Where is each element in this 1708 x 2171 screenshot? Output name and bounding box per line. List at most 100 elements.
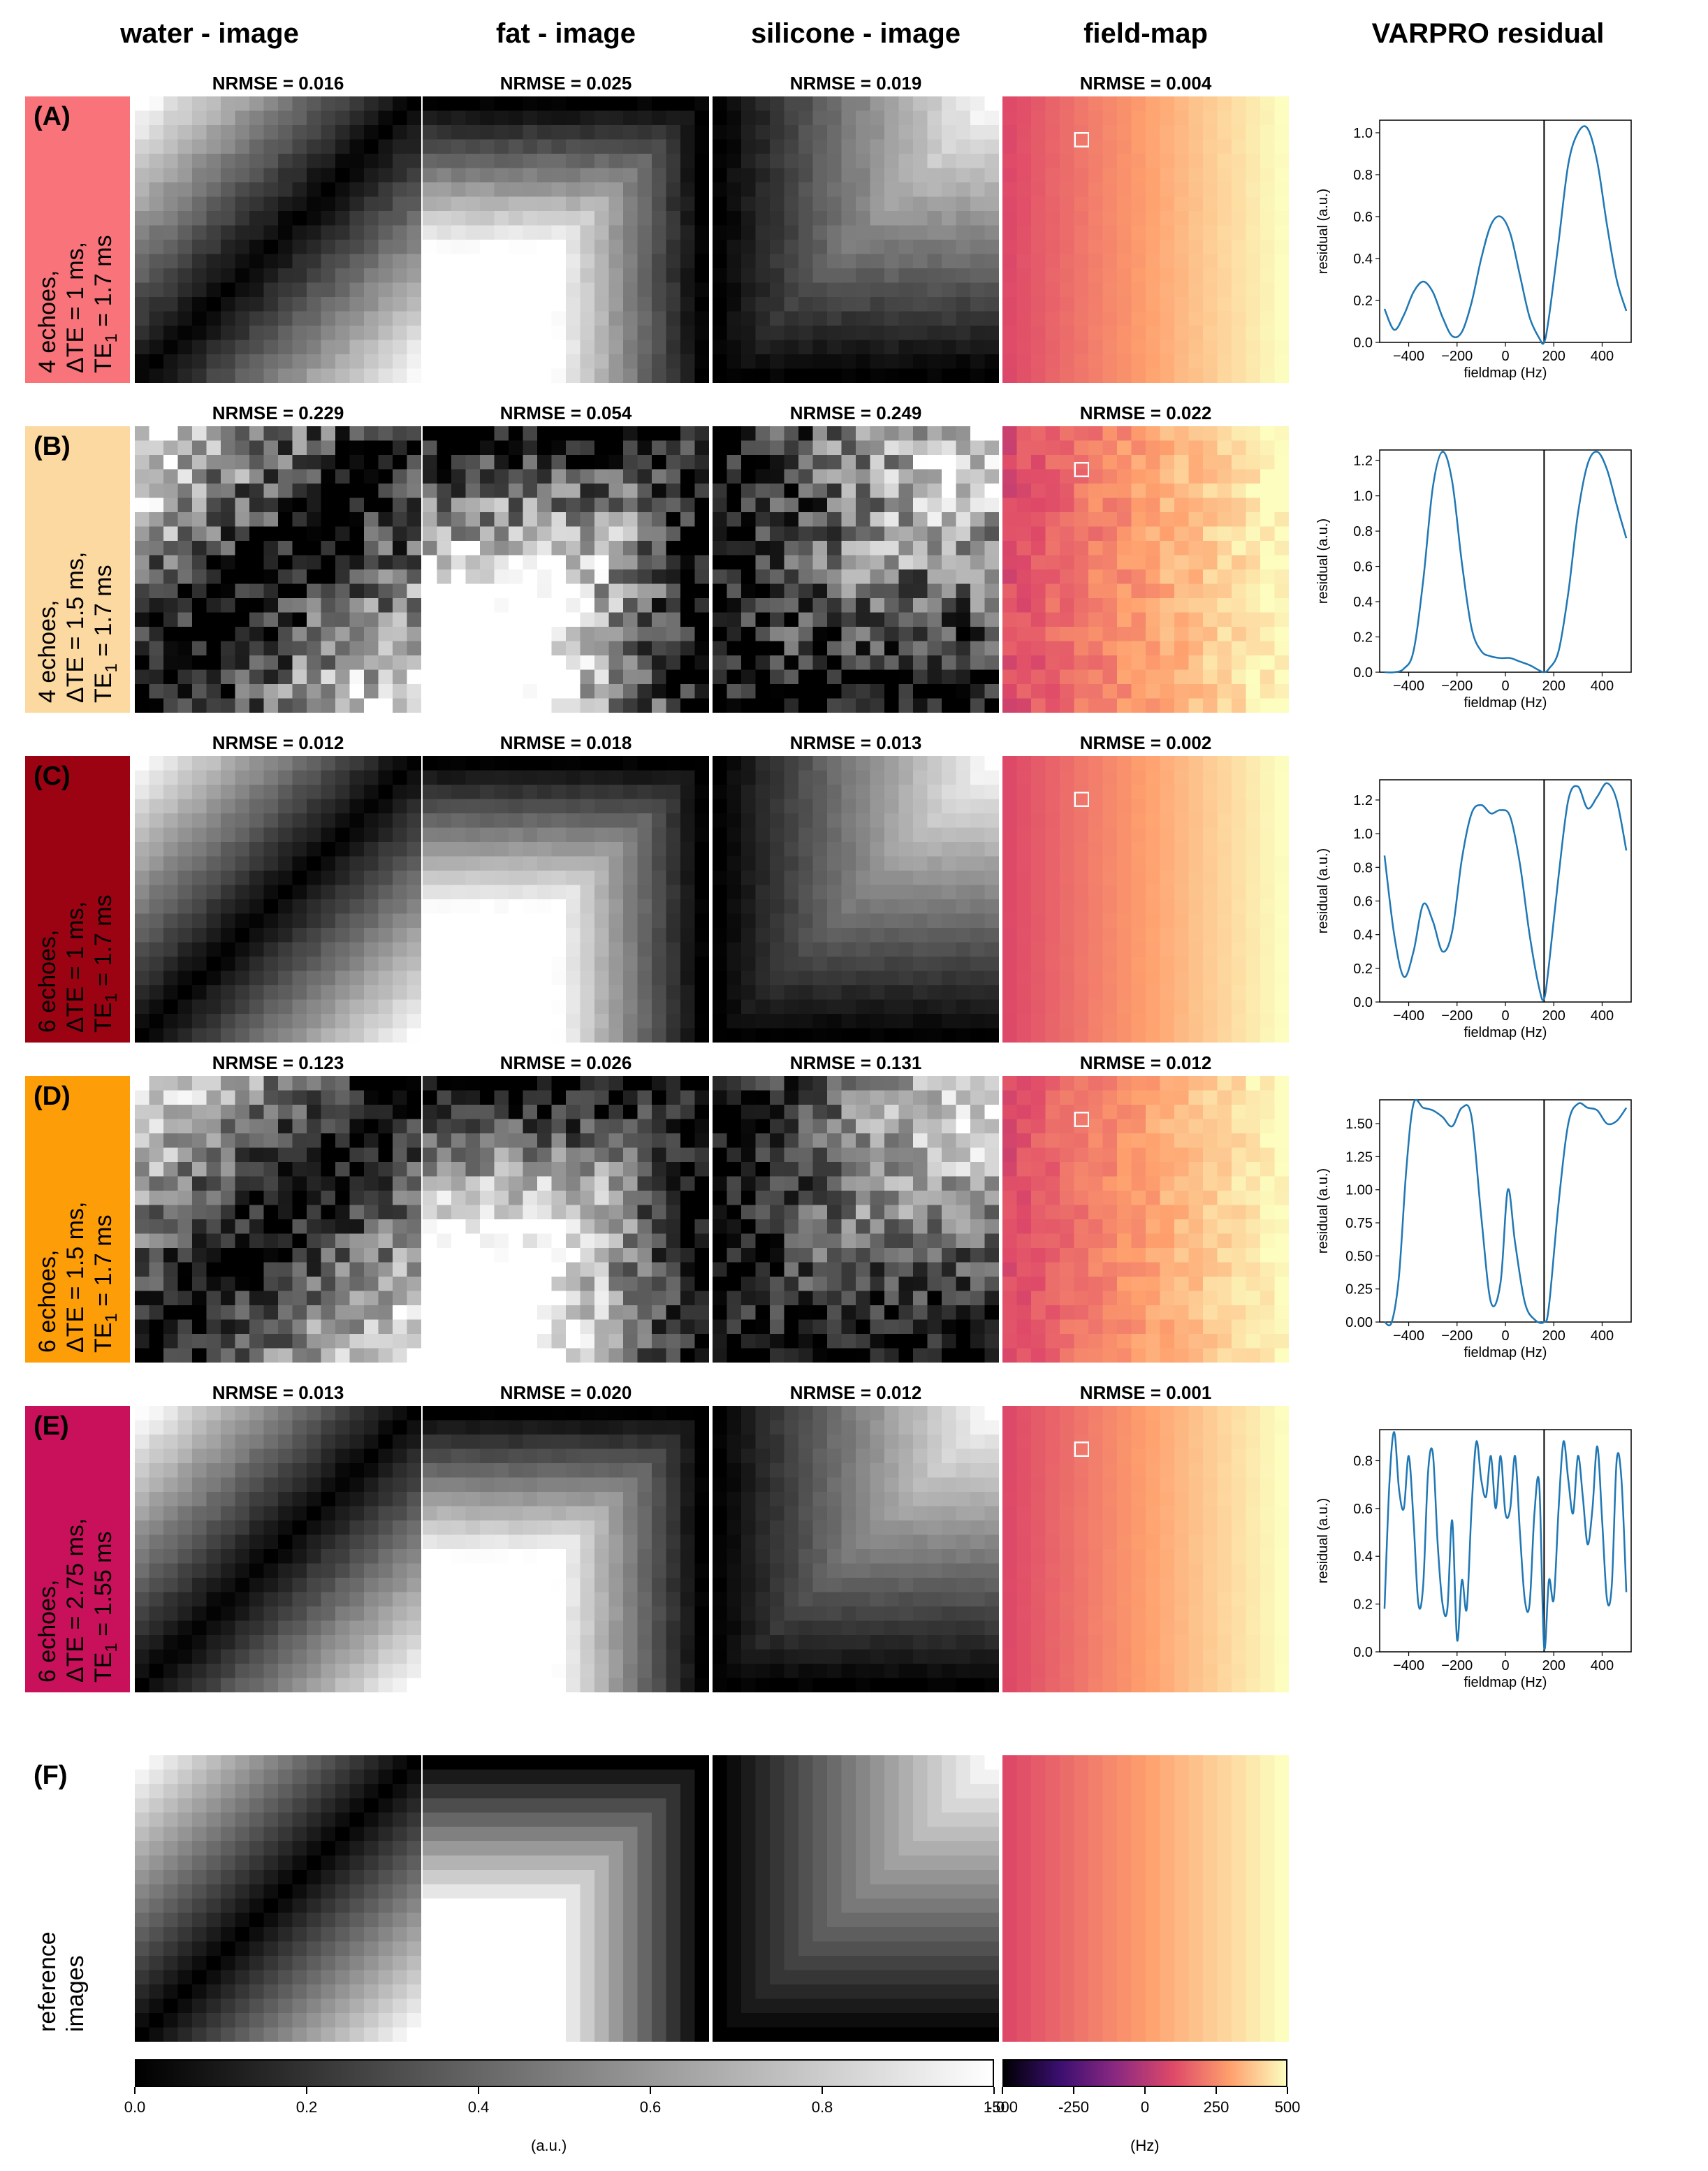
- row-e-nrmse-fat: NRMSE = 0.020: [499, 1382, 632, 1403]
- x-tick-label: −200: [1441, 678, 1473, 694]
- field-colorbar-tick: [1073, 2087, 1074, 2094]
- row-c-field-map: [1002, 756, 1289, 1043]
- row-e-nrmse-silicone: NRMSE = 0.012: [789, 1382, 922, 1403]
- x-tick-label: −400: [1393, 1328, 1424, 1344]
- grayscale-colorbar-tick-label: 0.6: [639, 2098, 662, 2116]
- y-tick-label: 0.4: [1353, 928, 1373, 943]
- row-c-letter: (C): [34, 762, 71, 791]
- y-tick-label: 0.50: [1345, 1249, 1373, 1264]
- row-a-nrmse-fieldmap: NRMSE = 0.004: [1079, 73, 1212, 94]
- x-tick-label: 400: [1591, 349, 1614, 364]
- y-tick-label: 1.2: [1353, 793, 1373, 808]
- row-e-fat-image: [423, 1406, 709, 1692]
- row-c-description-line: 6 echoes,: [34, 929, 61, 1033]
- y-tick-label: 0.8: [1353, 168, 1373, 183]
- x-tick-label: 200: [1542, 678, 1565, 694]
- row-a-field-map: [1002, 96, 1289, 383]
- row-c-silicone-image: [713, 756, 999, 1043]
- field-colorbar-tick-label: -500: [986, 2098, 1019, 2116]
- y-tick-label: 0.4: [1353, 252, 1373, 267]
- row-d-nrmse-fieldmap: NRMSE = 0.012: [1079, 1052, 1212, 1073]
- row-e-letter: (E): [34, 1411, 69, 1441]
- row-f-letter: (F): [34, 1761, 68, 1790]
- row-b-nrmse-water: NRMSE = 0.229: [212, 402, 344, 423]
- plot-frame: [1379, 119, 1632, 343]
- row-d-nrmse-water: NRMSE = 0.123: [212, 1052, 344, 1073]
- y-tick-label: 0.8: [1353, 860, 1373, 876]
- field-colorbar-tick-label: 250: [1203, 2098, 1229, 2116]
- reference-field-map: [1002, 1755, 1289, 2042]
- row-d-silicone-image: [713, 1076, 999, 1363]
- row-c-nrmse-fat: NRMSE = 0.018: [499, 732, 632, 753]
- x-tick-label: 0: [1501, 1328, 1509, 1344]
- x-tick-label: 400: [1591, 1658, 1614, 1673]
- x-tick-label: 0: [1501, 1008, 1509, 1024]
- grayscale-colorbar-tick-label: 0.4: [467, 2098, 490, 2116]
- x-tick-label: 400: [1591, 1008, 1614, 1024]
- x-axis-label: fieldmap (Hz): [1464, 1345, 1547, 1360]
- roi-marker: [1074, 792, 1090, 807]
- x-axis-label: fieldmap (Hz): [1464, 695, 1547, 711]
- y-tick-label: 1.0: [1353, 489, 1373, 504]
- row-a-water-image: [135, 96, 421, 383]
- x-tick-label: −200: [1441, 349, 1473, 364]
- row-b-water-image: [135, 426, 421, 713]
- row-c-description-line: ΔTE = 1 ms,: [62, 901, 89, 1033]
- row-e-description-line: 6 echoes,: [34, 1579, 61, 1683]
- x-tick-label: 200: [1542, 1658, 1565, 1673]
- row-d-nrmse-fat: NRMSE = 0.026: [499, 1052, 632, 1073]
- row-a-letter: (A): [34, 102, 71, 131]
- x-tick-label: 0: [1501, 349, 1509, 364]
- reference-fat-image: [423, 1755, 709, 2042]
- row-d-description-line: 6 echoes,: [34, 1249, 61, 1353]
- grayscale-colorbar-tick: [134, 2087, 136, 2094]
- y-axis-label: residual (a.u.): [1315, 189, 1331, 274]
- field-colorbar-tick-label: -250: [1058, 2098, 1090, 2116]
- row-d-description-line: ΔTE = 1.5 ms,: [62, 1201, 89, 1353]
- grayscale-colorbar-label: (a.u.): [531, 2137, 567, 2154]
- row-a-description-line: 4 echoes,: [34, 270, 61, 373]
- x-tick-label: −400: [1393, 678, 1424, 694]
- x-tick-label: −400: [1393, 1008, 1424, 1024]
- roi-marker: [1074, 1112, 1090, 1127]
- field-colorbar-tick-label: 500: [1274, 2098, 1301, 2116]
- field-colorbar: [1002, 2059, 1287, 2087]
- x-axis-label: fieldmap (Hz): [1464, 365, 1547, 381]
- y-tick-label: 0.6: [1353, 210, 1373, 225]
- y-tick-label: 0.4: [1353, 595, 1373, 610]
- row-d-description: 6 echoes, ΔTE = 1.5 ms, TE1 = 1.7 ms: [34, 1202, 126, 1353]
- row-d-field-map: [1002, 1076, 1289, 1363]
- row-a-silicone-image: [713, 96, 999, 383]
- x-tick-label: −400: [1393, 349, 1424, 364]
- x-tick-label: −200: [1441, 1328, 1473, 1344]
- row-b-fat-image: [423, 426, 709, 713]
- y-tick-label: 0.2: [1353, 293, 1373, 309]
- row-c-nrmse-silicone: NRMSE = 0.013: [789, 732, 922, 753]
- field-colorbar-tick: [1216, 2087, 1217, 2094]
- residual-curve: [1384, 1098, 1628, 1327]
- column-header-silicone: silicone - image: [750, 18, 961, 49]
- row-b-field-map: [1002, 426, 1289, 713]
- x-axis-label: fieldmap (Hz): [1464, 1025, 1547, 1040]
- y-tick-label: 0.4: [1353, 1549, 1373, 1564]
- x-tick-label: 200: [1542, 1008, 1565, 1024]
- grayscale-colorbar-tick: [650, 2087, 651, 2094]
- y-axis-label: residual (a.u.): [1315, 1498, 1331, 1583]
- y-tick-label: 1.25: [1345, 1149, 1373, 1165]
- x-tick-label: −400: [1393, 1658, 1424, 1673]
- row-e-description-line: ΔTE = 2.75 ms,: [62, 1518, 89, 1683]
- row-a-varpro-residual-plot: −400 −200 0 200 400 0.0 0.2 0.4 0.6 0.8 1.0 fieldma…: [1289, 103, 1666, 390]
- row-d-fat-image: [423, 1076, 709, 1363]
- row-c-description-line: TE1 = 1.7 ms: [90, 894, 121, 1033]
- row-a-description: 4 echoes, ΔTE = 1 ms, TE1 = 1.7 ms: [34, 235, 126, 373]
- grayscale-colorbar-tick: [993, 2087, 995, 2094]
- row-a-nrmse-silicone: NRMSE = 0.019: [789, 73, 922, 94]
- y-tick-label: 0.25: [1345, 1282, 1373, 1298]
- roi-marker: [1074, 462, 1090, 477]
- row-b-nrmse-silicone: NRMSE = 0.249: [789, 402, 922, 423]
- y-tick-label: 0.0: [1353, 335, 1373, 351]
- y-tick-label: 1.00: [1345, 1183, 1373, 1198]
- row-e-label-box: [25, 1406, 130, 1692]
- x-tick-label: 200: [1542, 1328, 1565, 1344]
- row-a-nrmse-water: NRMSE = 0.016: [212, 73, 344, 94]
